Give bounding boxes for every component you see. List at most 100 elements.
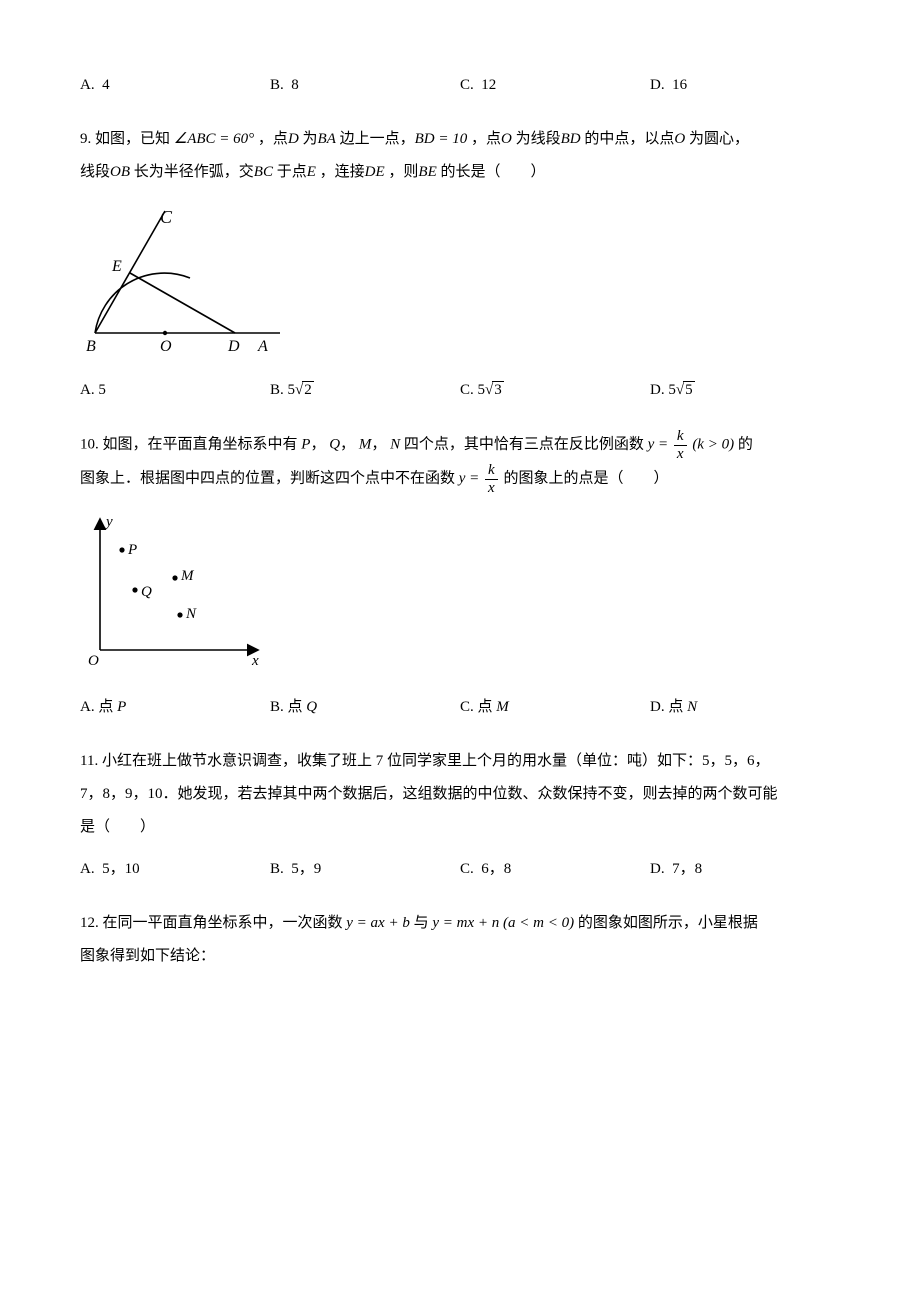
label-O: O: [160, 338, 172, 355]
label-O: O: [88, 653, 99, 669]
math: Q: [329, 436, 340, 452]
math: O: [674, 131, 685, 147]
option-prefix: C.: [460, 382, 474, 398]
label-E: E: [111, 258, 122, 275]
math: BC: [254, 164, 273, 180]
math: N: [390, 436, 400, 452]
option-value: 5，9: [291, 861, 321, 877]
q10-text: 10. 如图，在平面直角坐标系中有 P， Q， M， N 四个点，其中恰有三点在…: [80, 428, 840, 496]
q8-option-a: A. 4: [80, 72, 270, 99]
q11-options: A. 5，10 B. 5，9 C. 6，8 D. 7，8: [80, 856, 840, 883]
q11-option-a: A. 5，10: [80, 856, 270, 883]
math: (a < m < 0): [503, 915, 574, 931]
text: 小红在班上做节水意识调查，收集了班上 7 位同学家里上个月的用水量（单位：吨）如…: [102, 753, 770, 769]
q8-option-b: B. 8: [270, 72, 460, 99]
option-prefix: C.: [460, 699, 474, 715]
q10-option-a: A. 点 P: [80, 694, 270, 721]
coef: 5: [668, 382, 676, 398]
option-value: 5，10: [102, 861, 140, 877]
text: 点: [668, 699, 683, 715]
option-prefix: B.: [270, 77, 284, 93]
text: 的: [738, 436, 753, 452]
text: 如图，已知: [95, 131, 170, 147]
question-number: 12.: [80, 915, 99, 931]
text: 的长是（ ）: [441, 164, 546, 180]
option-prefix: B.: [270, 699, 284, 715]
math: y = ax + b: [346, 915, 410, 931]
text: 四个点，其中恰有三点在反比例函数: [404, 436, 644, 452]
label-C: C: [160, 207, 173, 227]
label-Q: Q: [141, 584, 152, 600]
math: BD: [561, 131, 581, 147]
label-x: x: [251, 653, 259, 669]
option-value: 12: [481, 77, 496, 93]
radicand: 5: [683, 381, 695, 398]
q9-figure: B O D A E C: [80, 203, 840, 363]
q11-option-b: B. 5，9: [270, 856, 460, 883]
math: BE: [418, 164, 436, 180]
q9-option-b: B. 5√2: [270, 377, 460, 404]
question-number: 9.: [80, 131, 91, 147]
math: D: [288, 131, 299, 147]
label-D: D: [227, 338, 240, 355]
text: 图象得到如下结论：: [80, 948, 215, 964]
text: 点: [478, 699, 493, 715]
text: 线段: [80, 164, 110, 180]
text: ，: [340, 436, 355, 452]
text: 点: [98, 699, 113, 715]
math: ∠ABC = 60°: [174, 131, 254, 147]
text: 在同一平面直角坐标系中，一次函数: [103, 915, 343, 931]
text: ，点: [471, 131, 501, 147]
q10-option-b: B. 点 Q: [270, 694, 460, 721]
text: 为: [303, 131, 318, 147]
math: y =: [648, 436, 669, 452]
q9-text: 9. 如图，已知 ∠ABC = 60° ，点D 为BA 边上一点，BD = 10…: [80, 123, 840, 189]
q11-text: 11. 小红在班上做节水意识调查，收集了班上 7 位同学家里上个月的用水量（单位…: [80, 745, 840, 844]
option-value: Q: [306, 699, 317, 715]
text: ，: [371, 436, 386, 452]
text: 点: [288, 699, 303, 715]
text: 的图象上的点是（ ）: [503, 470, 668, 486]
text: 图象上．根据图中四点的位置，判断这四个点中不在函数: [80, 470, 455, 486]
label-M: M: [180, 568, 195, 584]
text: ，点: [258, 131, 288, 147]
text: 长为半径作弧，交: [134, 164, 254, 180]
q11-option-c: C. 6，8: [460, 856, 650, 883]
label-B: B: [86, 338, 96, 355]
text: 于点: [277, 164, 307, 180]
option-prefix: D.: [650, 861, 665, 877]
option-value: N: [687, 699, 697, 715]
label-y: y: [104, 514, 113, 530]
text: 的中点，以点: [584, 131, 674, 147]
math: O: [501, 131, 512, 147]
option-prefix: D.: [650, 699, 665, 715]
option-prefix: A.: [80, 699, 95, 715]
option-value: 7，8: [672, 861, 702, 877]
math: BD = 10: [415, 131, 468, 147]
q8-option-d: D. 16: [650, 72, 840, 99]
option-prefix: D.: [650, 77, 665, 93]
option-value: M: [496, 699, 509, 715]
question-number: 11.: [80, 753, 98, 769]
text: 边上一点，: [340, 131, 415, 147]
math: DE: [365, 164, 385, 180]
option-value: 5: [98, 382, 106, 398]
q8-option-c: C. 12: [460, 72, 650, 99]
text: ，: [310, 436, 325, 452]
text: 的图象如图所示，小星根据: [578, 915, 758, 931]
math: y =: [459, 470, 480, 486]
radicand: 3: [492, 381, 504, 398]
q9-options: A. 5 B. 5√2 C. 5√3 D. 5√5: [80, 377, 840, 404]
option-prefix: B.: [270, 382, 284, 398]
label-A: A: [257, 338, 268, 355]
fraction: kx: [674, 428, 687, 462]
coef: 5: [288, 382, 296, 398]
text: ，则: [388, 164, 418, 180]
text: 为线段: [516, 131, 561, 147]
question-number: 10.: [80, 436, 99, 452]
option-prefix: B.: [270, 861, 284, 877]
radicand: 2: [302, 381, 314, 398]
option-prefix: A.: [80, 382, 95, 398]
option-prefix: A.: [80, 77, 95, 93]
option-value: 8: [291, 77, 299, 93]
